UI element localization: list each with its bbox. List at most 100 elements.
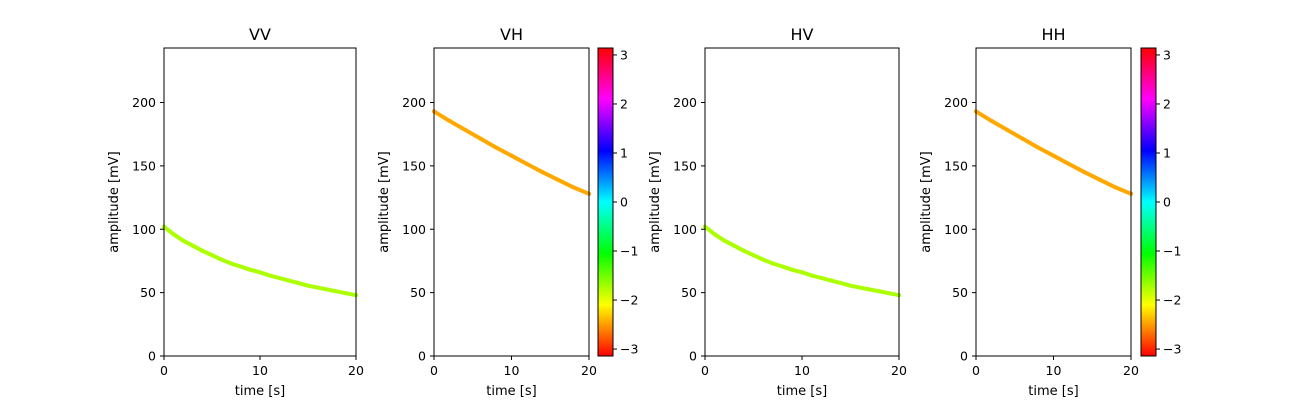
colorbar: −3 −2 −1 0 1 2 3 — [1140, 47, 1181, 357]
x-tick-label: 20 — [1123, 363, 1139, 378]
axes-frame — [163, 47, 357, 357]
subplot-title: VV — [249, 25, 271, 44]
y-tick-label: 0 — [418, 349, 426, 364]
data-point — [887, 291, 892, 296]
y-tick-label: 50 — [140, 285, 156, 300]
data-point — [848, 283, 853, 288]
data-point — [712, 232, 717, 237]
data-point — [838, 281, 843, 286]
data-point — [463, 127, 467, 132]
data-point — [556, 177, 560, 182]
y-tick-label: 150 — [402, 158, 426, 173]
data-point — [858, 285, 863, 290]
colorbar-tick-label: 2 — [620, 96, 628, 111]
colorbar-tick-label: −2 — [1163, 293, 1181, 308]
x-tick-label: 0 — [160, 363, 168, 378]
data-point — [229, 261, 234, 266]
data-point — [190, 243, 195, 248]
y-tick-label: 0 — [148, 349, 156, 364]
x-axis-label: time [s] — [235, 384, 285, 399]
data-point — [722, 238, 727, 243]
x-tick-label: 0 — [972, 363, 980, 378]
data-point — [171, 232, 176, 237]
data-point — [819, 276, 824, 281]
data-point — [877, 289, 882, 294]
colorbar-tick-label: 3 — [1163, 47, 1171, 62]
colorbar-tick-label: −1 — [620, 244, 638, 259]
data-point — [494, 145, 498, 150]
y-tick-label: 200 — [673, 95, 697, 110]
x-axis-label: time [s] — [1028, 384, 1078, 399]
y-tick-label: 50 — [681, 285, 697, 300]
x-tick-label: 10 — [252, 363, 268, 378]
y-tick-label: 100 — [673, 222, 697, 237]
colorbar-tick-label: 1 — [1163, 145, 1171, 160]
axes-frame — [433, 47, 590, 357]
data-point — [732, 243, 737, 248]
x-tick-label: 10 — [1046, 363, 1062, 378]
data-point — [1098, 177, 1102, 182]
y-tick-label: 0 — [960, 349, 968, 364]
data-point — [867, 287, 872, 292]
data-point — [525, 161, 529, 166]
data-point — [1051, 153, 1056, 158]
series-line — [432, 109, 591, 196]
data-point — [741, 248, 746, 253]
y-axis-label: amplitude [mV] — [919, 151, 934, 253]
x-tick-label: 20 — [348, 363, 364, 378]
data-point — [267, 273, 272, 278]
y-tick-label: 100 — [402, 222, 426, 237]
colorbar-tick-label: 2 — [1163, 96, 1171, 111]
data-point — [809, 273, 814, 278]
data-point — [478, 136, 483, 141]
data-point — [334, 289, 339, 294]
x-tick-label: 10 — [504, 363, 520, 378]
y-tick-label: 150 — [673, 158, 697, 173]
data-point — [1113, 185, 1118, 190]
colorbar-tick-label: −2 — [620, 293, 638, 308]
data-point — [325, 287, 330, 292]
y-tick-label: 200 — [132, 95, 156, 110]
data-point — [447, 118, 452, 123]
subplot-title: HV — [791, 25, 814, 44]
y-tick-label: 200 — [402, 95, 426, 110]
y-tick-label: 0 — [689, 349, 697, 364]
axes-frame — [704, 47, 900, 357]
y-axis-label: amplitude [mV] — [377, 151, 392, 253]
axes-frame — [975, 47, 1132, 357]
subplot-title: HH — [1041, 25, 1065, 44]
data-point — [790, 267, 795, 272]
data-point — [761, 257, 766, 262]
colorbar-tick-label: 1 — [620, 145, 628, 160]
y-tick-label: 50 — [952, 285, 968, 300]
colorbar-tick-label: 0 — [1163, 195, 1171, 210]
data-point — [800, 270, 804, 275]
data-point — [1005, 127, 1009, 132]
data-point — [1020, 136, 1025, 141]
data-point — [1082, 170, 1087, 175]
series-line — [162, 224, 358, 298]
series-line — [703, 224, 901, 298]
data-point — [780, 264, 785, 269]
x-tick-label: 20 — [891, 363, 907, 378]
y-tick-label: 200 — [944, 95, 968, 110]
data-point — [219, 257, 224, 262]
y-axis-label: amplitude [mV] — [107, 151, 122, 253]
y-axis-label: amplitude [mV] — [648, 151, 663, 253]
y-tick-label: 150 — [132, 158, 156, 173]
colorbar-tick-label: −3 — [1163, 342, 1181, 357]
data-point — [829, 278, 834, 283]
data-point — [210, 253, 214, 258]
x-tick-label: 0 — [430, 363, 438, 378]
colorbar-gradient — [1140, 47, 1157, 357]
data-point — [238, 264, 243, 269]
series-line — [974, 109, 1133, 196]
data-point — [306, 283, 310, 288]
data-point — [248, 267, 253, 272]
colorbar-tick-label: 3 — [620, 47, 628, 62]
y-tick-label: 50 — [410, 285, 426, 300]
